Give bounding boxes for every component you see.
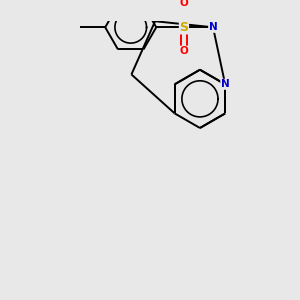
Text: N: N: [221, 79, 230, 89]
Text: S: S: [179, 21, 188, 34]
Text: O: O: [179, 0, 188, 8]
Text: N: N: [209, 22, 218, 32]
Text: O: O: [179, 46, 188, 56]
